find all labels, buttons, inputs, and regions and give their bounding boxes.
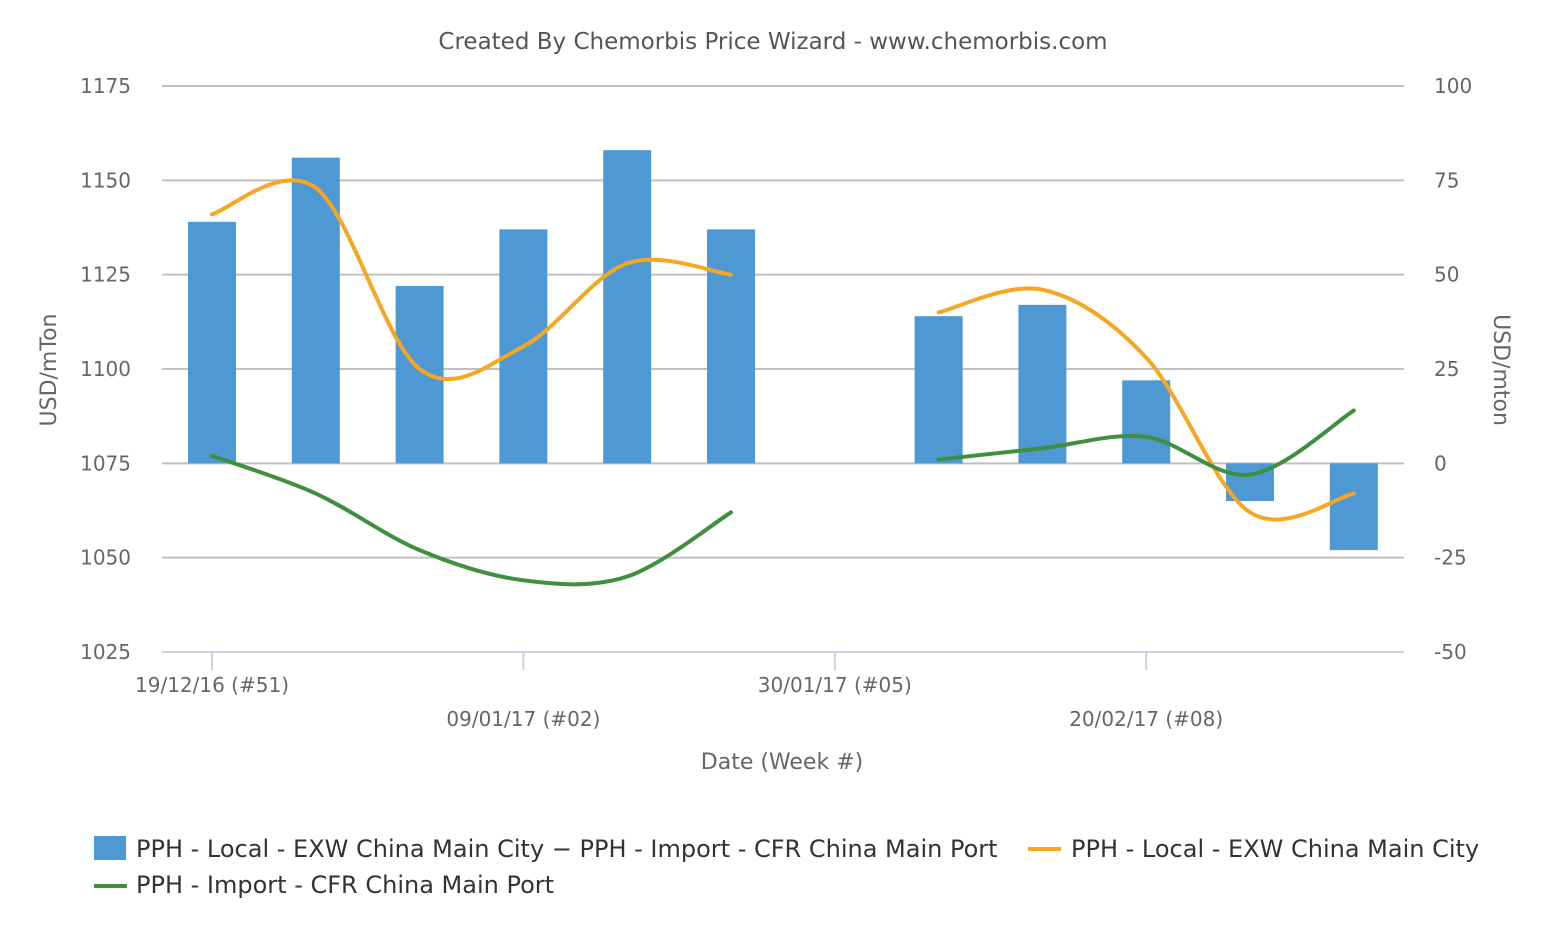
y-tick-right: 100 [1434, 74, 1472, 98]
x-tick-label: 09/01/17 (#02) [446, 707, 600, 731]
y-tick-right: 75 [1434, 168, 1459, 192]
line-local [936, 286, 1356, 522]
x-tick-label: 30/01/17 (#05) [758, 673, 912, 697]
line-import [210, 453, 733, 587]
y-tick-right: 25 [1434, 357, 1459, 381]
y-tick-left: 1175 [80, 74, 131, 98]
y-tick-right: -25 [1434, 546, 1467, 570]
legend-label-import: PPH - Import - CFR China Main Port [136, 871, 554, 899]
line-series [210, 178, 1356, 587]
legend: PPH - Local - EXW China Main City − PPH … [94, 835, 1479, 899]
y-axis-right-title: USD/mton [1488, 314, 1513, 426]
y-tick-right: 0 [1434, 451, 1447, 475]
axes: 1175 100 1150 75 1125 50 1100 25 1075 0 1050 -25 102… [80, 74, 1472, 731]
y-tick-left: 1150 [80, 168, 131, 192]
legend-label-local: PPH - Local - EXW China Main City [1071, 835, 1479, 863]
bar [914, 316, 963, 464]
bar [1329, 463, 1378, 551]
bar [707, 229, 755, 464]
legend-swatch-bar [94, 836, 126, 860]
bar [1018, 304, 1067, 464]
line-local [210, 178, 733, 382]
bar-series [188, 150, 1378, 551]
bar [291, 157, 340, 464]
bar [395, 285, 444, 464]
line-import [936, 408, 1356, 477]
bar [188, 221, 236, 464]
y-tick-left: 1125 [80, 263, 131, 287]
x-tick-label: 19/12/16 (#51) [135, 673, 289, 697]
y-tick-right: 50 [1434, 263, 1459, 287]
x-axis-title: Date (Week #) [701, 750, 863, 775]
y-tick-left: 1050 [80, 546, 131, 570]
x-tick-label: 20/02/17 (#08) [1069, 707, 1223, 731]
chart-title: Created By Chemorbis Price Wizard - www.… [438, 29, 1107, 55]
legend-label-difference: PPH - Local - EXW China Main City − PPH … [136, 835, 998, 863]
bar [1122, 380, 1171, 464]
y-tick-left: 1075 [80, 451, 131, 475]
y-axis-left-title: USD/mTon [37, 314, 62, 427]
y-tick-right: -50 [1434, 640, 1467, 664]
y-tick-left: 1025 [80, 640, 131, 664]
bar [603, 150, 652, 464]
y-tick-left: 1100 [80, 357, 131, 381]
gridlines [162, 85, 1404, 559]
